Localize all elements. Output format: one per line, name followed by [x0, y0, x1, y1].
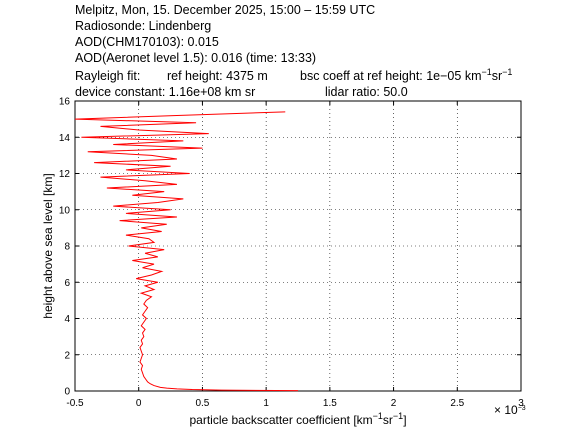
x-tick-label: 0 — [136, 398, 142, 409]
axes-box — [74, 100, 522, 392]
y-tick-label: 14 — [59, 133, 71, 144]
bsc-text: bsc coeff at ref height: 1e−05 km — [300, 69, 481, 83]
xlabel-close: ] — [403, 413, 406, 427]
rayleigh-label: Rayleigh fit: — [75, 69, 140, 83]
header-line: Radiosonde: Lindenberg — [75, 19, 211, 33]
x-tick-label: 3 — [518, 398, 524, 409]
y-tick-label: 2 — [64, 350, 70, 361]
profile-line — [74, 111, 299, 392]
xlabel-text: particle backscatter coefficient [km — [189, 413, 372, 427]
y-tick-label: 6 — [64, 278, 70, 289]
x-tick-label: 0.5 — [195, 398, 209, 409]
bsc-exp: −1 — [481, 67, 491, 77]
y-tick-label: 0 — [64, 387, 70, 398]
multiplier-base: × 10 — [494, 403, 518, 417]
y-tick-label: 8 — [64, 242, 70, 253]
bsc-unit: sr — [492, 69, 502, 83]
x-tick-label: 2.5 — [450, 398, 464, 409]
xlabel-exp: −1 — [393, 411, 403, 421]
multiplier-exp: −3 — [518, 405, 526, 412]
xlabel-unit: sr — [383, 413, 393, 427]
x-axis-label: particle backscatter coefficient [km−1sr… — [189, 411, 406, 427]
y-axis-label: height above sea level [km] — [41, 173, 55, 318]
xlabel-exp: −1 — [373, 411, 383, 421]
header-line: Melpitz, Mon, 15. December 2025, 15:00 –… — [75, 3, 375, 17]
header-line: AOD(CHM170103): 0.015 — [75, 35, 219, 49]
bsc-exp: −1 — [502, 67, 512, 77]
header-line: AOD(Aeronet level 1.5): 0.016 (time: 13:… — [75, 51, 316, 65]
y-tick-label: 16 — [59, 97, 71, 108]
bsc-coeff: bsc coeff at ref height: 1e−05 km−1sr−1 — [300, 67, 512, 83]
x-tick-label: -0.5 — [66, 398, 84, 409]
x-tick-label: 2 — [391, 398, 397, 409]
x-multiplier: × 10−3 — [494, 403, 526, 417]
ref-height: ref height: 4375 m — [167, 69, 268, 83]
x-tick-label: 1 — [263, 398, 269, 409]
y-tick-label: 4 — [64, 314, 70, 325]
x-tick-label: 1.5 — [323, 398, 337, 409]
device-constant: device constant: 1.16e+08 km sr — [75, 85, 255, 99]
y-tick-label: 12 — [59, 169, 71, 180]
lidar-ratio: lidar ratio: 50.0 — [325, 85, 408, 99]
y-tick-label: 10 — [59, 205, 71, 216]
